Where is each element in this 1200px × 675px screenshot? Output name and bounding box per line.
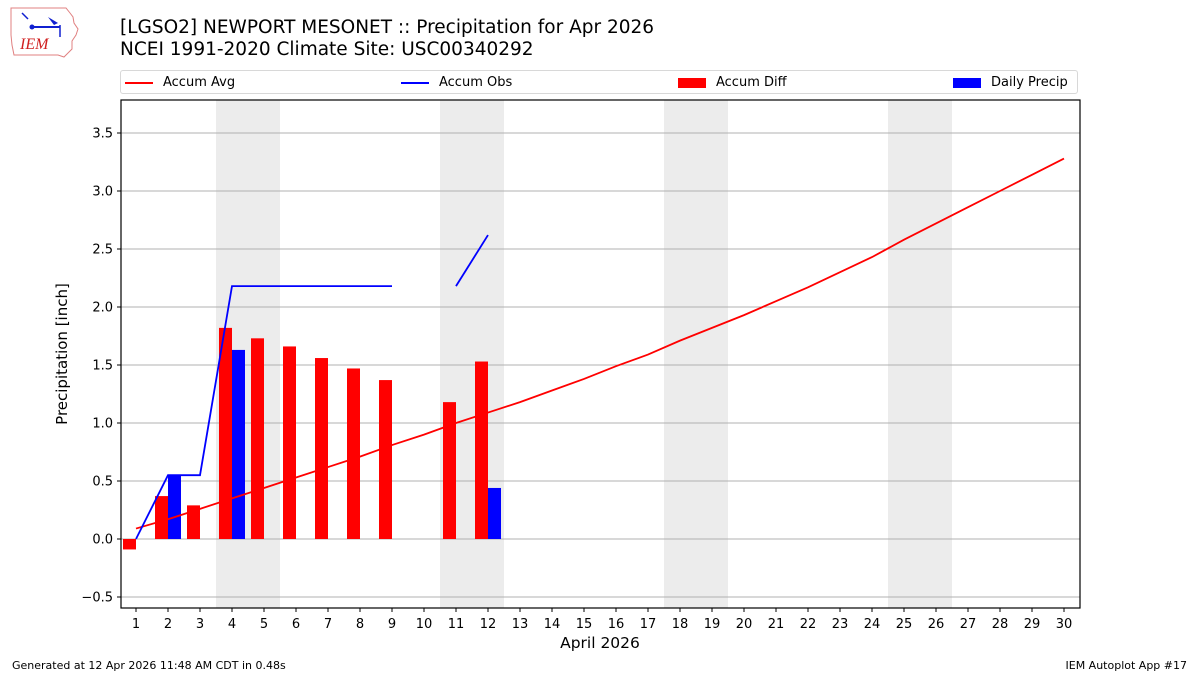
x-tick-label: 6 [292, 617, 300, 632]
generated-timestamp: Generated at 12 Apr 2026 11:48 AM CDT in… [12, 659, 286, 672]
legend-item-accum-diff: Accum Diff [678, 74, 787, 91]
accum-diff-bar [379, 380, 392, 539]
x-tick-label: 23 [832, 617, 849, 632]
accum-obs-line [135, 285, 392, 540]
x-axis-label: April 2026 [560, 634, 640, 652]
legend: Accum Avg Accum Obs Accum Diff Daily Pre… [120, 70, 1078, 94]
app-credit: IEM Autoplot App #17 [1065, 659, 1188, 672]
accum-diff-bar [283, 346, 296, 539]
x-tick-label: 13 [512, 617, 529, 632]
x-tick-label: 10 [416, 617, 433, 632]
y-tick-label: −0.5 [81, 591, 113, 606]
x-tick-label: 8 [356, 617, 364, 632]
daily-precip-bar [232, 349, 245, 539]
title-line-1: [LGSO2] NEWPORT MESONET :: Precipitation… [120, 17, 655, 38]
x-tick-label: 25 [896, 617, 913, 632]
daily-precip-bar [168, 475, 181, 539]
legend-item-accum-avg: Accum Avg [125, 74, 235, 91]
weekend-shade [664, 100, 728, 608]
accum-diff-bar [475, 361, 488, 539]
accum-avg-line [135, 157, 1065, 530]
y-tick-label: 0.5 [92, 475, 113, 490]
x-tick-label: 4 [228, 617, 236, 632]
y-tick-label: 0.0 [92, 533, 113, 548]
y-axis-label: Precipitation [inch] [53, 283, 71, 425]
chart-title: [LGSO2] NEWPORT MESONET :: Precipitation… [120, 17, 654, 61]
blue-bar-icon [953, 77, 981, 88]
y-tick-label: 2.0 [92, 301, 113, 316]
y-tick-label: 3.0 [92, 185, 113, 200]
x-tick-label: 9 [388, 617, 396, 632]
x-tick-label: 7 [324, 617, 332, 632]
accum-diff-bar [123, 539, 136, 550]
x-tick-label: 14 [544, 617, 561, 632]
x-tick-label: 30 [1056, 617, 1073, 632]
x-tick-label: 22 [800, 617, 817, 632]
x-tick-label: 24 [864, 617, 881, 632]
accum-diff-bar [315, 358, 328, 539]
y-tick-label: 2.5 [92, 243, 113, 258]
accum-diff-bar [219, 327, 232, 539]
accum-diff-bar [347, 368, 360, 539]
x-tick-label: 16 [608, 617, 625, 632]
plot-frame [120, 99, 1081, 609]
x-tick-label: 27 [960, 617, 977, 632]
x-tick-label: 5 [260, 617, 268, 632]
svg-text:IEM: IEM [19, 36, 50, 53]
x-tick-label: 1 [132, 617, 140, 632]
y-tick-label: 1.5 [92, 359, 113, 374]
daily-precip-bar [488, 487, 501, 539]
x-tick-label: 17 [640, 617, 657, 632]
x-tick-label: 12 [480, 617, 497, 632]
x-tick-label: 19 [704, 617, 721, 632]
accum-obs-line [455, 234, 489, 287]
y-tick-label: 1.0 [92, 417, 113, 432]
title-line-2: NCEI 1991-2020 Climate Site: USC00340292 [120, 39, 534, 60]
accum-diff-bar [443, 402, 456, 539]
y-tick-label: 3.5 [92, 127, 113, 142]
legend-item-daily-precip: Daily Precip [953, 74, 1068, 91]
x-tick-label: 26 [928, 617, 945, 632]
x-tick-label: 2 [164, 617, 172, 632]
x-tick-label: 28 [992, 617, 1009, 632]
x-tick-label: 11 [448, 617, 465, 632]
x-tick-label: 29 [1024, 617, 1041, 632]
red-bar-icon [678, 77, 706, 88]
blue-line-icon [401, 81, 429, 84]
x-tick-label: 20 [736, 617, 753, 632]
x-tick-label: 15 [576, 617, 593, 632]
iem-logo: IEM [8, 5, 80, 59]
accum-diff-bar [187, 505, 200, 539]
weekend-shade [888, 100, 952, 608]
accum-diff-bar [155, 496, 168, 539]
accum-diff-bar [251, 338, 264, 539]
x-tick-label: 18 [672, 617, 689, 632]
x-tick-label: 21 [768, 617, 785, 632]
legend-item-accum-obs: Accum Obs [401, 74, 512, 91]
x-tick-label: 3 [196, 617, 204, 632]
red-line-icon [125, 81, 153, 84]
